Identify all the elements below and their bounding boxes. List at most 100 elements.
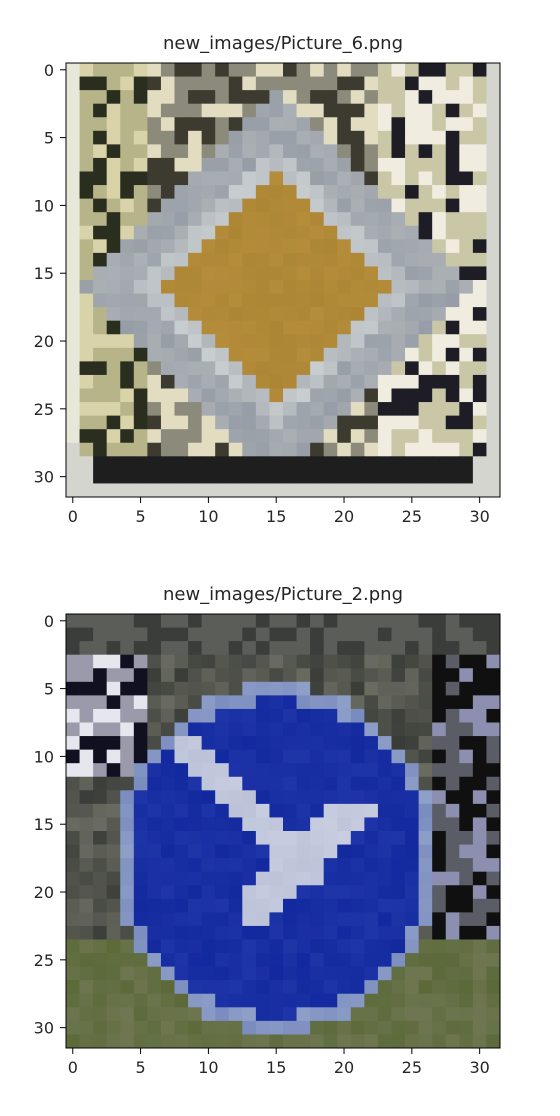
image-pixel [120,266,135,281]
image-pixel [445,402,460,417]
image-pixel [269,641,284,656]
image-pixel [215,388,230,403]
image-pixel [160,144,175,159]
image-pixel [486,130,501,145]
image-pixel [188,858,203,873]
image-pixel [283,776,297,791]
image-pixel [418,456,433,471]
image-pixel [377,898,392,913]
image-pixel [391,749,406,764]
image-pixel [269,925,284,940]
image-pixel [255,415,270,430]
image-pixel [350,442,365,457]
image-pixel [174,654,189,669]
image-pixel [310,871,325,886]
image-pixel [459,885,474,900]
image-pixel [174,374,189,389]
image-pixel [188,790,203,805]
image-pixel [377,415,392,430]
image-pixel [66,415,80,430]
image-pixel [432,749,447,764]
image-pixel [310,939,325,954]
image-pixel [242,76,257,91]
image-pixel [445,1007,460,1022]
image-pixel [201,953,216,968]
image-pixel [445,374,460,389]
image-pixel [188,63,203,77]
image-pixel [350,157,365,172]
image-pixel [310,831,325,845]
image-pixel [228,790,243,805]
image-pixel [160,185,175,200]
image-pixel [310,980,325,995]
y-tick-label: 20 [34,332,54,351]
image-pixel [120,722,135,737]
image-pixel [242,280,257,294]
image-pixel [93,898,108,913]
image-pixel [337,953,352,968]
image-pixel [66,90,80,105]
image-pixel [432,347,447,362]
image-pixel [486,871,501,886]
image-pixel [93,722,108,737]
image-pixel [188,157,203,172]
image-pixel [255,912,270,927]
image-pixel [418,993,433,1008]
image-pixel [215,817,230,832]
image-pixel [160,695,175,710]
image-pixel [418,749,433,764]
image-pixel [432,198,447,213]
image-pixel [133,157,148,172]
image-pixel [323,668,338,683]
image-pixel [106,334,121,349]
image-pixel [269,225,284,240]
image-pixel [364,361,379,376]
image-pixel [283,627,297,642]
image-pixel [337,63,352,77]
x-tick-label: 0 [68,507,78,526]
image-pixel [93,90,108,105]
image-pixel [418,171,433,186]
image-pixel [486,361,501,376]
image-pixel [120,871,135,886]
image-pixel [188,198,203,213]
image-pixel [472,939,487,954]
image-pixel [432,252,447,267]
image-pixel [472,280,487,294]
image-pixel [405,708,420,723]
image-pixel [486,749,501,764]
image-pixel [228,293,243,308]
image-pixel [310,966,325,981]
image-pixel [215,1020,230,1035]
image-pixel [432,885,447,900]
image-pixel [66,374,80,389]
image-pixel [405,117,420,132]
image-pixel [106,483,121,498]
image-pixel [79,103,94,118]
image-pixel [486,695,501,710]
image-pixel [486,442,501,457]
image-pixel [405,627,420,642]
image-pixel [350,749,365,764]
image-pixel [445,280,460,294]
image-pixel [377,293,392,308]
image-pixel [228,266,243,281]
image-pixel [269,885,284,900]
image-pixel [160,402,175,417]
image-pixel [188,307,203,322]
image-pixel [486,722,501,737]
image-pixel [255,708,270,723]
image-pixel [296,130,311,145]
image-pixel [174,266,189,281]
image-pixel [147,347,162,362]
image-pixel [364,912,379,927]
image-pixel [255,76,270,91]
image-pixel [283,898,297,913]
image-pixel [364,225,379,240]
image-pixel [377,966,392,981]
image-pixel [228,415,243,430]
image-pixel [147,198,162,213]
image-pixel [391,817,406,832]
image-pixel [160,681,175,696]
image-pixel [459,668,474,683]
